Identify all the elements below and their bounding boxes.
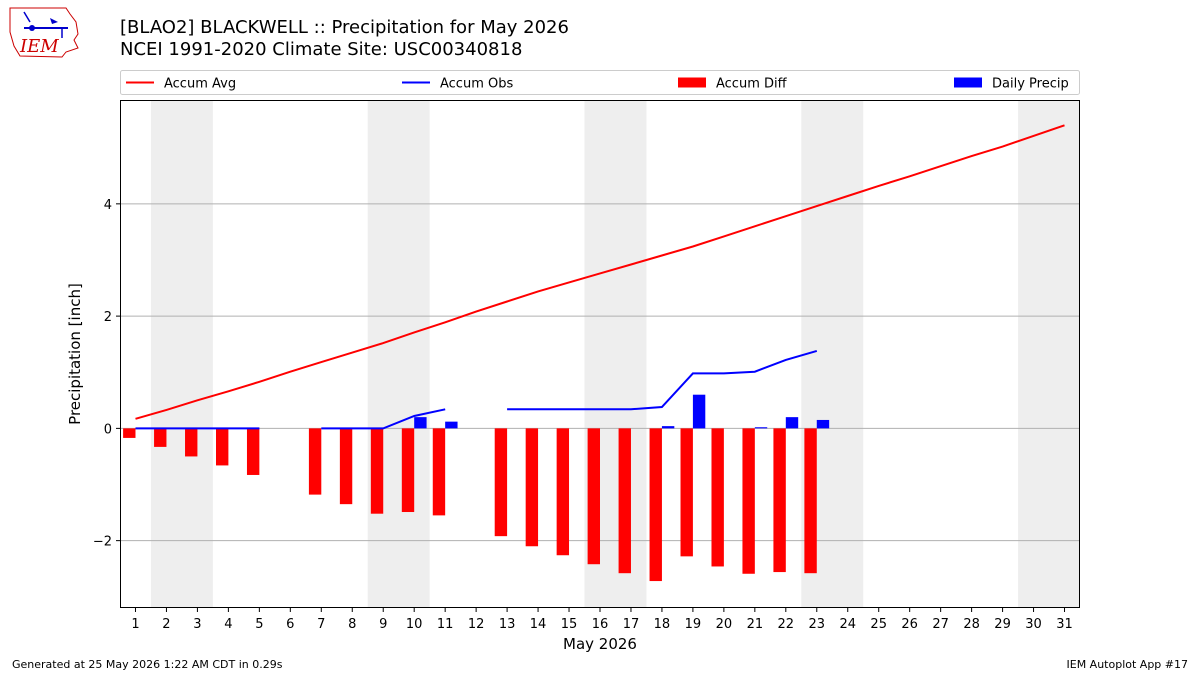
x-tick-label: 18 xyxy=(654,617,671,632)
legend-box xyxy=(120,70,1080,95)
logo-text: IEM xyxy=(19,36,59,57)
accum-diff-bar xyxy=(618,428,631,574)
daily-precip-bar xyxy=(414,417,427,429)
x-tick-label: 6 xyxy=(286,617,294,632)
accum-obs-line xyxy=(321,408,446,430)
legend-label: Accum Obs xyxy=(440,77,513,92)
accum-diff-bar xyxy=(804,428,817,574)
x-tick-label: 26 xyxy=(901,617,918,632)
daily-precip-bar xyxy=(661,426,675,429)
legend-swatch-bar xyxy=(678,77,706,88)
accum-diff-bar xyxy=(773,428,786,573)
lines xyxy=(135,124,1065,430)
accum-diff-bar xyxy=(680,428,693,557)
accum-avg-line xyxy=(135,124,1065,420)
x-tick-label: 14 xyxy=(530,617,547,632)
accum-diff-bar xyxy=(339,428,353,505)
accum-diff-bar xyxy=(154,428,167,447)
weekend-band xyxy=(1018,100,1080,608)
x-tick-label: 20 xyxy=(716,617,733,632)
accum-diff-bar xyxy=(246,428,260,475)
x-tick-label: 27 xyxy=(932,617,949,632)
accum-diff-bar xyxy=(185,428,198,457)
legend-label: Accum Avg xyxy=(164,77,236,92)
accum-diff-bar xyxy=(494,428,508,537)
x-tick-label: 2 xyxy=(162,617,170,632)
daily-precip-bar xyxy=(692,394,706,429)
accum-diff-bar xyxy=(525,428,539,547)
x-tick-label: 17 xyxy=(623,617,640,632)
legend-label: Accum Diff xyxy=(716,77,788,92)
chart-subtitle: NCEI 1991-2020 Climate Site: USC00340818 xyxy=(120,39,523,60)
accum-diff-bar xyxy=(123,428,136,438)
bars xyxy=(123,394,830,582)
accum-diff-bar xyxy=(432,428,446,516)
weekend-band xyxy=(150,100,213,608)
x-tick-label: 23 xyxy=(809,617,826,632)
weekend-shading xyxy=(150,100,1080,608)
daily-precip-bar xyxy=(754,427,768,429)
x-tick-label: 25 xyxy=(870,617,887,632)
x-tick-label: 3 xyxy=(193,617,201,632)
daily-precip-bar xyxy=(785,417,799,429)
y-tick-label: −2 xyxy=(93,535,112,550)
weekend-band xyxy=(367,100,430,608)
x-tick-label: 22 xyxy=(778,617,795,632)
x-tick-label: 16 xyxy=(592,617,609,632)
y-tick-label: 0 xyxy=(104,422,112,437)
plot-frame xyxy=(120,100,1080,608)
accum-diff-bar xyxy=(216,428,229,466)
x-axis-label: May 2026 xyxy=(563,635,637,653)
iem-logo: IEM xyxy=(9,7,79,58)
x-tick-label: 19 xyxy=(685,617,702,632)
x-tick-label: 11 xyxy=(437,617,454,632)
x-tick-label: 12 xyxy=(468,617,485,632)
accum-diff-bar xyxy=(649,428,662,582)
x-tick-label: 4 xyxy=(224,617,232,632)
x-tick-label: 28 xyxy=(963,617,980,632)
daily-precip-bar xyxy=(816,419,830,429)
accum-diff-bar xyxy=(711,428,724,567)
accum-diff-bar xyxy=(401,428,415,513)
y-axis-label: Precipitation [inch] xyxy=(66,283,84,425)
chart-title: [BLAO2] BLACKWELL :: Precipitation for M… xyxy=(120,17,569,38)
x-tick-label: 13 xyxy=(499,617,516,632)
accum-obs-line xyxy=(507,349,818,411)
x-tick-label: 31 xyxy=(1056,617,1073,632)
x-tick-label: 7 xyxy=(317,617,325,632)
accum-diff-bar xyxy=(587,428,600,565)
app-label: IEM Autoplot App #17 xyxy=(1066,658,1189,671)
y-tick-label: 4 xyxy=(104,198,112,213)
generated-timestamp: Generated at 25 May 2026 1:22 AM CDT in … xyxy=(12,658,283,671)
accum-diff-bar xyxy=(308,428,322,495)
x-tick-label: 15 xyxy=(561,617,578,632)
legend-swatch-bar xyxy=(954,77,982,88)
legend: Accum Avg Accum Obs Accum Diff Daily Precip xyxy=(120,70,1080,95)
x-tick-label: 30 xyxy=(1025,617,1042,632)
daily-precip-bar xyxy=(445,421,458,429)
accum-diff-bar xyxy=(370,428,384,514)
x-tick-label: 24 xyxy=(839,617,856,632)
x-tick-label: 1 xyxy=(131,617,139,632)
x-tick-label: 21 xyxy=(747,617,764,632)
y-tick-label: 2 xyxy=(104,310,112,325)
x-tick-label: 9 xyxy=(379,617,387,632)
x-tick-label: 8 xyxy=(348,617,356,632)
legend-label: Daily Precip xyxy=(992,77,1069,92)
x-tick-label: 29 xyxy=(994,617,1011,632)
accum-diff-bar xyxy=(556,428,570,556)
x-tick-label: 10 xyxy=(406,617,423,632)
accum-diff-bar xyxy=(742,428,755,574)
x-tick-label: 5 xyxy=(255,617,263,632)
